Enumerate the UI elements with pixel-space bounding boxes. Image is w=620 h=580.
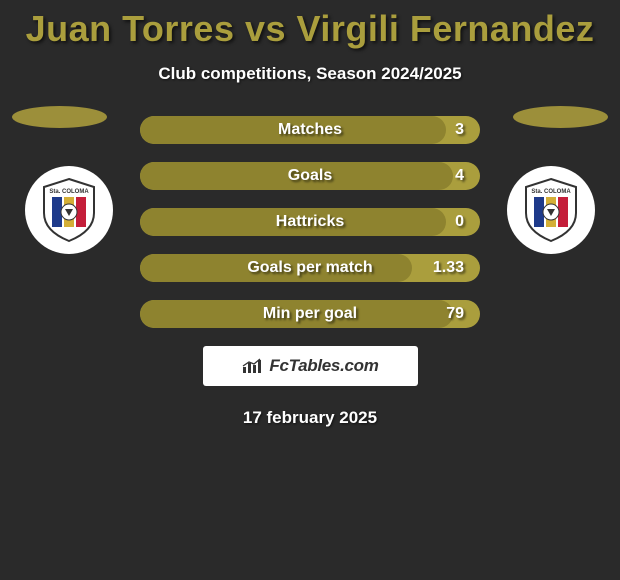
stat-pill: Goals 4 [140, 162, 480, 190]
brand-logo: FcTables.com [203, 346, 418, 386]
stat-value: 3 [455, 121, 464, 139]
club-badge-left: Sta. COLOMA [25, 166, 113, 254]
stat-label: Goals [288, 167, 332, 185]
player-oval-right [513, 106, 608, 128]
shield-icon: Sta. COLOMA [516, 175, 586, 245]
stat-value: 4 [455, 167, 464, 185]
player-oval-left [12, 106, 107, 128]
stats-area: Sta. COLOMA Sta. COLOMA Matches 3 Goals 4 Ha… [0, 116, 620, 328]
shield-icon: Sta. COLOMA [34, 175, 104, 245]
page-root: Juan Torres vs Virgili Fernandez Club co… [0, 0, 620, 580]
stat-pill: Goals per match 1.33 [140, 254, 480, 282]
stat-label: Matches [278, 121, 342, 139]
stat-value: 1.33 [433, 259, 464, 277]
stat-label: Hattricks [276, 213, 344, 231]
stat-pill: Matches 3 [140, 116, 480, 144]
page-title: Juan Torres vs Virgili Fernandez [0, 0, 620, 50]
stat-label: Min per goal [263, 305, 357, 323]
brand-logo-text: FcTables.com [269, 356, 378, 376]
stat-value: 0 [455, 213, 464, 231]
stat-value: 79 [446, 305, 464, 323]
stat-row: Goals per match 1.33 [0, 254, 620, 282]
page-subtitle: Club competitions, Season 2024/2025 [0, 64, 620, 84]
stat-row: Min per goal 79 [0, 300, 620, 328]
stat-pill: Min per goal 79 [140, 300, 480, 328]
club-badge-right: Sta. COLOMA [507, 166, 595, 254]
chart-icon [241, 357, 263, 375]
date-label: 17 february 2025 [0, 408, 620, 428]
svg-text:Sta. COLOMA: Sta. COLOMA [49, 189, 89, 195]
svg-text:Sta. COLOMA: Sta. COLOMA [531, 189, 571, 195]
stat-pill: Hattricks 0 [140, 208, 480, 236]
stat-label: Goals per match [247, 259, 372, 277]
